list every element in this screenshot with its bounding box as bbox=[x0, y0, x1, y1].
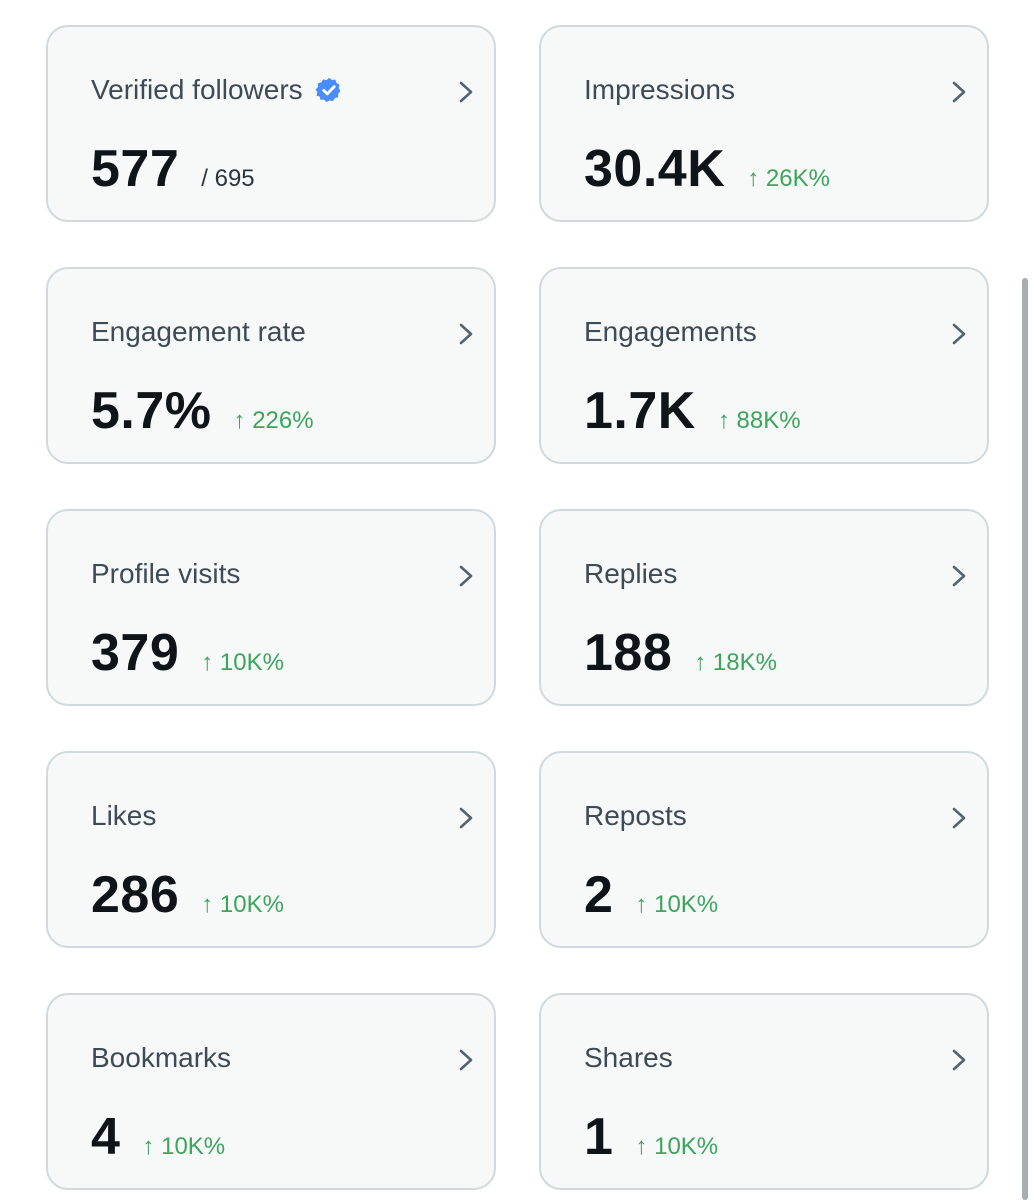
card-title: Impressions bbox=[584, 73, 735, 107]
card-value: 379 bbox=[91, 624, 180, 682]
shares-card[interactable]: Shares 1 ↑ 10K% bbox=[539, 993, 989, 1190]
replies-card[interactable]: Replies 188 ↑ 18K% bbox=[539, 509, 989, 706]
card-title-text: Shares bbox=[584, 1042, 673, 1073]
card-title: Replies bbox=[584, 557, 677, 591]
card-title: Reposts bbox=[584, 799, 687, 833]
chevron-right-icon[interactable] bbox=[454, 78, 478, 106]
metrics-grid: Verified followers 577 / 695 Impressions… bbox=[46, 25, 989, 1190]
value-row: 577 / 695 bbox=[91, 141, 255, 197]
card-title-text: Reposts bbox=[584, 800, 687, 831]
value-row: 2 ↑ 10K% bbox=[584, 867, 718, 923]
card-value: 1 bbox=[584, 1108, 614, 1166]
chevron-right-icon[interactable] bbox=[947, 804, 971, 832]
card-title-text: Bookmarks bbox=[91, 1042, 232, 1073]
value-row: 188 ↑ 18K% bbox=[584, 625, 777, 681]
card-value: 2 bbox=[584, 866, 614, 924]
chevron-right-icon[interactable] bbox=[454, 562, 478, 590]
card-title-text: Verified followers bbox=[91, 74, 303, 105]
card-title-text: Engagements bbox=[584, 316, 757, 347]
change-indicator: ↑ 10K% bbox=[635, 891, 719, 918]
verified-badge-icon bbox=[315, 77, 341, 103]
card-value: 4 bbox=[91, 1108, 121, 1166]
card-title: Likes bbox=[91, 799, 156, 833]
card-title-text: Likes bbox=[91, 800, 157, 831]
reposts-card[interactable]: Reposts 2 ↑ 10K% bbox=[539, 751, 989, 948]
value-row: 379 ↑ 10K% bbox=[91, 625, 284, 681]
card-value: 577 bbox=[91, 140, 180, 198]
card-title: Engagements bbox=[584, 315, 757, 349]
engagements-card[interactable]: Engagements 1.7K ↑ 88K% bbox=[539, 267, 989, 464]
card-title: Verified followers bbox=[91, 73, 343, 107]
scrollbar[interactable] bbox=[1022, 278, 1028, 1200]
card-title-text: Impressions bbox=[584, 74, 735, 105]
card-value: 1.7K bbox=[584, 382, 696, 440]
verified-followers-card[interactable]: Verified followers 577 / 695 bbox=[46, 25, 496, 222]
change-indicator: ↑ 10K% bbox=[635, 1133, 719, 1160]
change-indicator: ↑ 10K% bbox=[142, 1133, 226, 1160]
value-row: 286 ↑ 10K% bbox=[91, 867, 284, 923]
card-title-text: Engagement rate bbox=[91, 316, 306, 347]
card-value: 5.7% bbox=[91, 382, 212, 440]
chevron-right-icon[interactable] bbox=[947, 78, 971, 106]
chevron-right-icon[interactable] bbox=[947, 320, 971, 348]
card-value: 30.4K bbox=[584, 140, 726, 198]
chevron-right-icon[interactable] bbox=[947, 1046, 971, 1074]
card-title: Bookmarks bbox=[91, 1041, 231, 1075]
likes-card[interactable]: Likes 286 ↑ 10K% bbox=[46, 751, 496, 948]
change-indicator: ↑ 10K% bbox=[201, 649, 284, 676]
card-total: / 695 bbox=[201, 165, 255, 192]
card-value: 188 bbox=[584, 624, 673, 682]
change-indicator: ↑ 226% bbox=[233, 407, 314, 434]
card-title-text: Profile visits bbox=[91, 558, 241, 589]
value-row: 4 ↑ 10K% bbox=[91, 1109, 225, 1165]
chevron-right-icon[interactable] bbox=[454, 1046, 478, 1074]
chevron-right-icon[interactable] bbox=[454, 320, 478, 348]
change-indicator: ↑ 10K% bbox=[201, 891, 284, 918]
value-row: 1 ↑ 10K% bbox=[584, 1109, 718, 1165]
card-title: Profile visits bbox=[91, 557, 240, 591]
card-value: 286 bbox=[91, 866, 180, 924]
change-indicator: ↑ 88K% bbox=[717, 407, 801, 434]
card-title-text: Replies bbox=[584, 558, 678, 589]
change-indicator: ↑ 26K% bbox=[747, 165, 830, 192]
card-title: Engagement rate bbox=[91, 315, 306, 349]
value-row: 5.7% ↑ 226% bbox=[91, 383, 314, 439]
change-indicator: ↑ 18K% bbox=[694, 649, 777, 676]
engagement-rate-card[interactable]: Engagement rate 5.7% ↑ 226% bbox=[46, 267, 496, 464]
impressions-card[interactable]: Impressions 30.4K ↑ 26K% bbox=[539, 25, 989, 222]
bookmarks-card[interactable]: Bookmarks 4 ↑ 10K% bbox=[46, 993, 496, 1190]
chevron-right-icon[interactable] bbox=[454, 804, 478, 832]
chevron-right-icon[interactable] bbox=[947, 562, 971, 590]
card-title: Shares bbox=[584, 1041, 673, 1075]
value-row: 30.4K ↑ 26K% bbox=[584, 141, 830, 197]
profile-visits-card[interactable]: Profile visits 379 ↑ 10K% bbox=[46, 509, 496, 706]
value-row: 1.7K ↑ 88K% bbox=[584, 383, 801, 439]
